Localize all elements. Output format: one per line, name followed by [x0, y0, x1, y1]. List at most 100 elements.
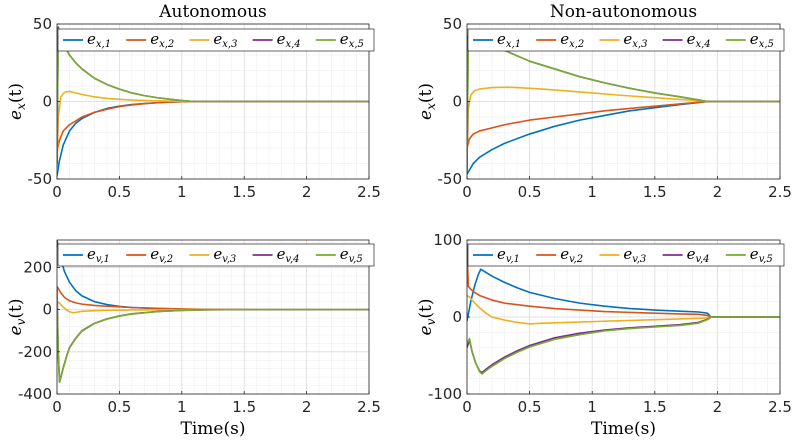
x-tick-label: 0: [462, 183, 472, 201]
x-tick-label: 0: [52, 398, 62, 416]
x-tick-label: 2: [302, 398, 312, 416]
y-tick-label: 50: [443, 15, 462, 33]
x-tick-label: 0.5: [107, 398, 131, 416]
legend-label-5: ex,5: [340, 30, 364, 50]
legend-label-5: ex,5: [750, 30, 774, 50]
legend-label-4: ev,4: [277, 245, 300, 265]
y-label-var: e: [6, 325, 26, 335]
y-label-arg: (t): [6, 299, 26, 319]
ax-ev-auto: 0 0.5 1 1.5 2 2.5 -400 -200 0 200 ev(t) Time(s) ev,1…: [6, 239, 381, 439]
legend-label-2: ev,2: [560, 245, 583, 265]
x-axis-label: Time(s): [591, 419, 656, 439]
y-label-sub: v: [424, 318, 438, 325]
y-tick-label: -200: [18, 343, 52, 361]
axes-title: Autonomous: [158, 2, 267, 22]
y-tick-label: 0: [452, 93, 462, 111]
legend: ex,1 ex,2 ex,3 ex,4 ex,5: [57, 28, 375, 52]
legend: ev,1 ev,2 ev,3 ev,4 ev,5: [467, 243, 785, 267]
x-tick-label: 2: [713, 398, 723, 416]
axes-frame: [56, 239, 370, 395]
x-tick-label: 2.5: [357, 183, 381, 201]
x-tick-label: 1: [587, 398, 597, 416]
legend-label-2: ex,2: [150, 30, 174, 50]
x-tick-label: 0: [462, 398, 472, 416]
x-tick-label: 1.5: [643, 398, 667, 416]
x-tick-label: 0.5: [518, 398, 542, 416]
x-tick-label: 2: [713, 183, 723, 201]
legend-box: [57, 28, 375, 52]
y-label-sub: v: [14, 318, 28, 325]
x-tick-label: 1: [177, 398, 187, 416]
legend-label-3: ex,3: [623, 30, 647, 50]
y-label-var: e: [416, 110, 436, 120]
x-tick-label: 0.5: [518, 183, 542, 201]
x-tick-label: 1: [587, 183, 597, 201]
ax-ex-nonauto: 0 0.5 1 1.5 2 2.5-50050Non-autonomousex(t)ex,…: [416, 2, 792, 201]
x-tick-label: 2: [302, 183, 312, 201]
legend-box: [467, 243, 785, 267]
y-axis-label: ex(t): [416, 83, 438, 120]
legend-label-3: ev,3: [623, 245, 646, 265]
series-line-5: [467, 316, 780, 375]
legend-label-5: ev,5: [750, 245, 773, 265]
legend-label-3: ex,3: [213, 30, 237, 50]
legend-label-1: ex,1: [87, 30, 111, 50]
y-tick-label: 0: [452, 308, 462, 326]
series-group: [57, 240, 369, 384]
series-group: [467, 29, 780, 175]
y-tick-label: 50: [33, 15, 52, 33]
legend-label-1: ev,1: [497, 245, 520, 265]
y-label-var: e: [416, 325, 436, 335]
y-tick-label: -50: [438, 170, 463, 188]
legend-label-3: ev,3: [213, 245, 236, 265]
legend-label-2: ex,2: [560, 30, 584, 50]
x-tick-label: 0: [52, 183, 62, 201]
legend: ev,1 ev,2 ev,3 ev,4 ev,5: [57, 243, 375, 267]
series-line-3: [467, 294, 780, 325]
series-line-2: [467, 100, 780, 149]
legend-label-1: ex,1: [497, 30, 521, 50]
x-tick-label: 1.5: [643, 183, 667, 201]
y-tick-label: -400: [18, 385, 52, 403]
x-tick-label: 1.5: [232, 398, 256, 416]
legend-label-4: ex,4: [277, 30, 301, 50]
x-axis-label: Time(s): [181, 419, 246, 439]
y-axis-label: ev(t): [416, 299, 438, 336]
y-label-arg: (t): [416, 299, 436, 319]
y-tick-label: 200: [23, 258, 52, 276]
legend-box: [467, 28, 785, 52]
y-axis-label: ex(t): [6, 83, 28, 120]
x-tick-label: 2.5: [768, 398, 792, 416]
y-axis-label: ev(t): [6, 299, 28, 336]
y-tick-label: 0: [42, 93, 52, 111]
y-label-var: e: [6, 110, 26, 120]
series-line-1: [467, 268, 780, 322]
y-tick-label: 0: [42, 301, 52, 319]
x-tick-label: 2.5: [768, 183, 792, 201]
y-tick-label: -100: [428, 385, 462, 403]
y-label-arg: (t): [416, 83, 436, 103]
legend-label-4: ex,4: [687, 30, 711, 50]
y-tick-label: 100: [433, 231, 462, 249]
series-line-3: [467, 86, 780, 164]
y-label-sub: x: [14, 103, 28, 110]
y-label-sub: x: [424, 103, 438, 110]
series-line-5: [57, 290, 369, 384]
axes-title: Non-autonomous: [550, 2, 697, 22]
x-tick-label: 1: [177, 183, 187, 201]
legend-label-2: ev,2: [150, 245, 173, 265]
legend-label-5: ev,5: [340, 245, 363, 265]
x-tick-label: 2.5: [357, 398, 381, 416]
legend-label-4: ev,4: [687, 245, 710, 265]
x-tick-label: 1.5: [232, 183, 256, 201]
x-tick-label: 0.5: [107, 183, 131, 201]
y-tick-label: -50: [28, 170, 53, 188]
y-label-arg: (t): [6, 83, 26, 103]
legend-box: [57, 243, 375, 267]
legend-label-1: ev,1: [87, 245, 110, 265]
legend: ex,1 ex,2 ex,3 ex,4 ex,5: [467, 28, 785, 52]
series-group: [467, 243, 780, 375]
